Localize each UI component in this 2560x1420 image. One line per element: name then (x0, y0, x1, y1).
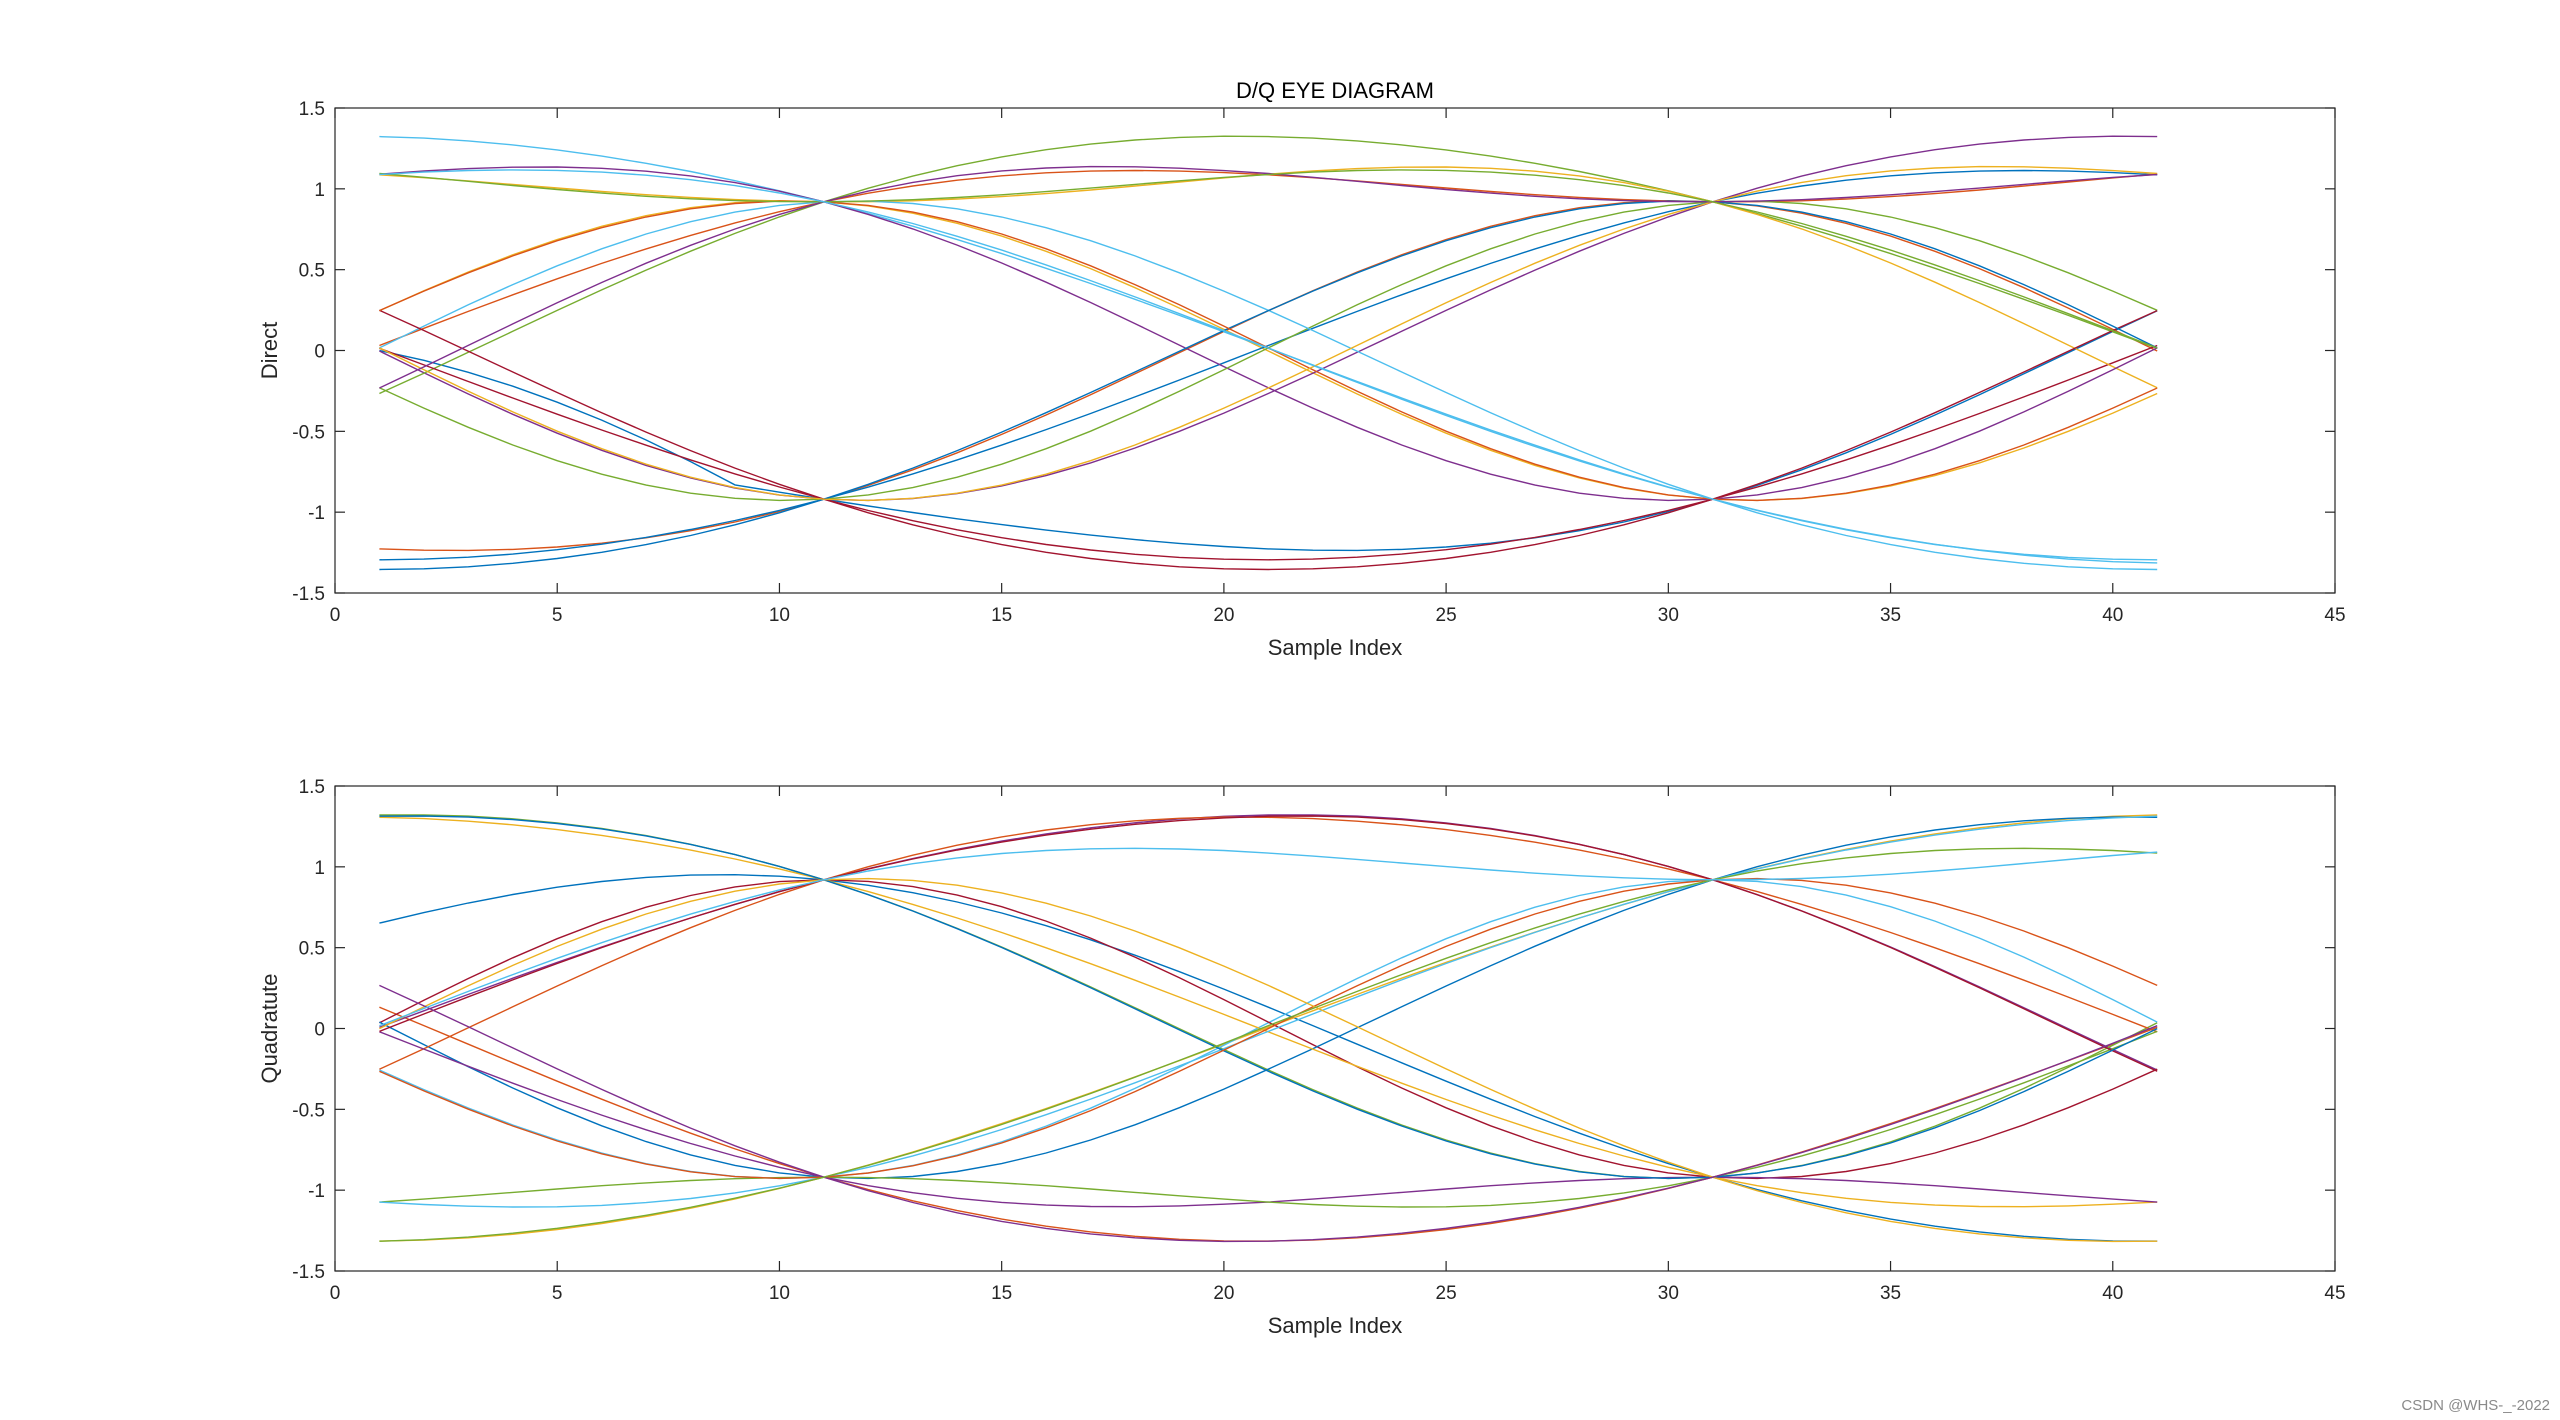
x-tick-label: 10 (769, 1283, 790, 1304)
y-tick-label: 0.5 (299, 261, 325, 282)
eye-trace (379, 165, 2158, 389)
eye-trace (379, 847, 2158, 1242)
x-tick-label: 45 (2324, 1283, 2345, 1304)
x-tick-label: 15 (991, 1283, 1012, 1304)
y-tick-label: 1 (314, 858, 325, 879)
eye-trace (379, 309, 2158, 571)
x-tick-label: 15 (991, 605, 1012, 626)
eye-trace (379, 135, 2158, 395)
trace-group (379, 814, 2158, 1243)
y-tick-label: 0 (314, 342, 325, 363)
x-tick-label: 0 (330, 605, 341, 626)
y-tick-label: -0.5 (292, 1100, 325, 1121)
x-tick-label: 30 (1658, 605, 1679, 626)
x-axis-label: Sample Index (1268, 1313, 1403, 1338)
eye-trace (379, 816, 2158, 1180)
eye-trace (379, 169, 2158, 564)
y-tick-label: 1.5 (299, 99, 325, 120)
y-tick-label: 0.5 (299, 939, 325, 960)
x-tick-label: 0 (330, 1283, 341, 1304)
axes-box (334, 785, 2336, 1272)
eye-trace (379, 847, 2158, 1027)
y-axis-label: Quadratute (257, 973, 282, 1083)
x-tick-label: 45 (2324, 605, 2345, 626)
eye-trace (379, 200, 2158, 571)
x-tick-label: 25 (1436, 1283, 1457, 1304)
x-tick-label: 5 (552, 605, 563, 626)
eye-trace (379, 984, 2158, 1243)
x-tick-label: 35 (1880, 1283, 1901, 1304)
eye-trace (379, 877, 2158, 1243)
x-tick-label: 40 (2102, 1283, 2123, 1304)
x-tick-label: 5 (552, 1283, 563, 1304)
chart-title: D/Q EYE DIAGRAM (1236, 78, 1434, 103)
y-tick-label: -0.5 (292, 422, 325, 443)
eye-trace (379, 815, 2158, 1180)
y-tick-label: -1 (308, 1181, 325, 1202)
eye-trace (379, 165, 2158, 502)
quadrature-eye-plot: 0 5 10 15 20 25 30 35 40 45 1.5 1 0.5 0 -0.5 -1 -1.5 Samp… (257, 777, 2346, 1338)
x-tick-label: 25 (1436, 605, 1457, 626)
x-tick-label: 10 (769, 605, 790, 626)
x-axis-label: Sample Index (1268, 635, 1403, 660)
axes-box (334, 107, 2336, 594)
eye-trace (379, 815, 2158, 1208)
eye-trace (379, 877, 2158, 1180)
x-tick-label: 35 (1880, 605, 1901, 626)
eye-trace (379, 344, 2158, 561)
y-tick-label: 0 (314, 1020, 325, 1041)
y-tick-label: -1.5 (292, 1262, 325, 1283)
eye-trace (379, 1030, 2158, 1208)
eye-trace (379, 879, 2158, 1180)
direct-eye-plot: 0 5 10 15 20 25 30 35 40 45 1.5 1 0.5 0 -0.5 -1 -1.5 Samp… (257, 78, 2346, 660)
watermark: CSDN @WHS-_-2022 (2401, 1397, 2550, 1414)
eye-trace (379, 169, 2158, 561)
x-tick-label: 40 (2102, 605, 2123, 626)
y-tick-label: -1.5 (292, 584, 325, 605)
y-tick-label: -1 (308, 503, 325, 524)
x-tick-label: 20 (1213, 1283, 1234, 1304)
y-axis-label: Direct (257, 322, 282, 379)
eye-trace (379, 169, 2158, 349)
eye-trace (379, 135, 2158, 502)
x-tick-label: 20 (1213, 605, 1234, 626)
y-tick-label: 1 (314, 180, 325, 201)
trace-group (379, 135, 2158, 571)
y-tick-label: 1.5 (299, 777, 325, 798)
x-tick-label: 30 (1658, 1283, 1679, 1304)
eye-trace (379, 816, 2158, 1070)
eye-trace (379, 815, 2158, 1072)
eye-trace (379, 873, 2158, 1242)
eye-trace (379, 814, 2158, 1242)
